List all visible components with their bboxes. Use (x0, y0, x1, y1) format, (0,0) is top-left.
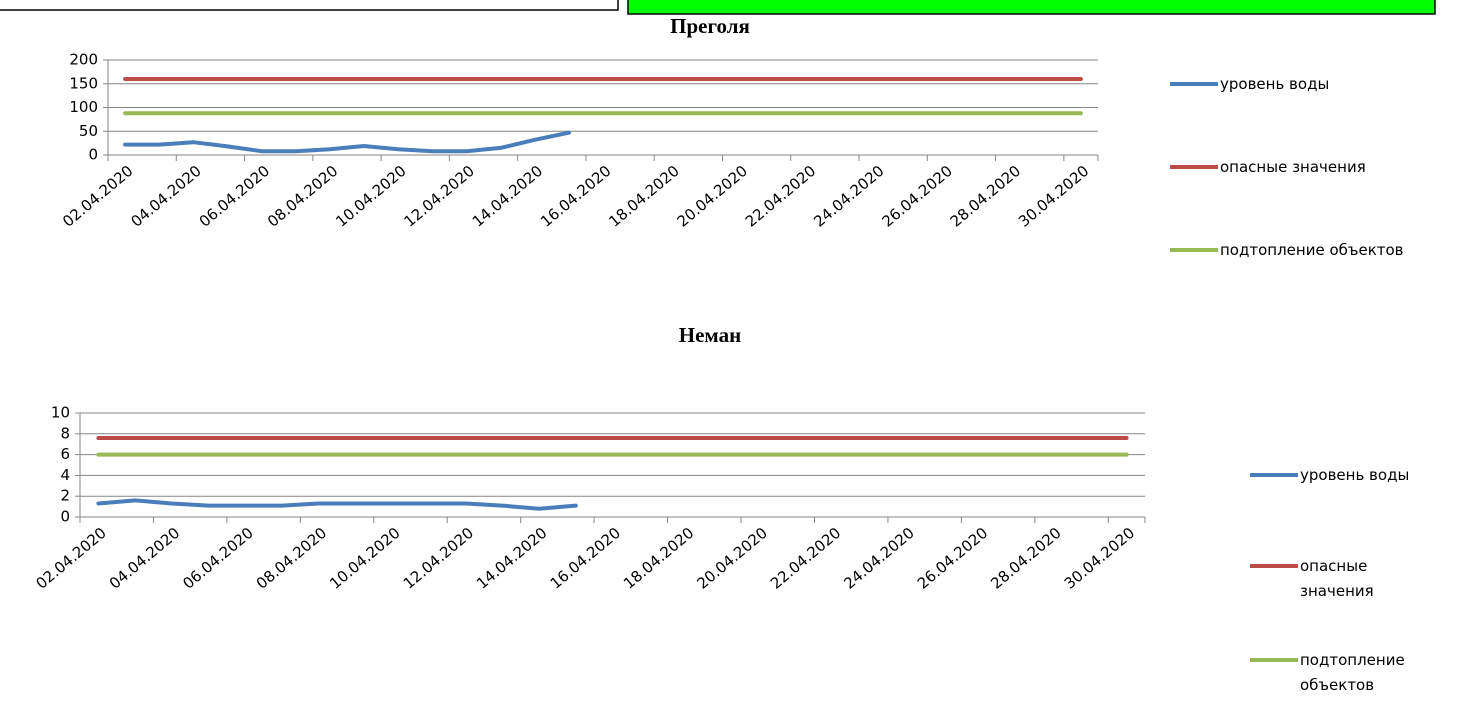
x-tick-label: 28.04.2020 (987, 524, 1064, 593)
x-tick-label: 12.04.2020 (401, 162, 478, 231)
y-tick-label: 100 (69, 98, 98, 116)
x-tick-label: 16.04.2020 (537, 162, 614, 231)
series-line (96, 498, 578, 511)
x-tick-label: 02.04.2020 (32, 524, 109, 593)
x-tick-label: 24.04.2020 (810, 162, 887, 231)
x-tick-label: 20.04.2020 (693, 524, 770, 593)
x-tick-label: 14.04.2020 (469, 162, 546, 231)
x-tick-label: 22.04.2020 (742, 162, 819, 231)
x-tick-label: 08.04.2020 (253, 524, 330, 593)
y-tick-label: 200 (69, 51, 98, 69)
x-tick-label: 10.04.2020 (332, 162, 409, 231)
y-tick-label: 2 (60, 487, 70, 505)
legend-label: подтопление объектов (1220, 241, 1404, 259)
legend-label: уровень воды (1300, 466, 1410, 484)
y-tick-label: 0 (60, 508, 70, 526)
x-tick-label: 04.04.2020 (106, 524, 183, 593)
x-tick-label: 02.04.2020 (59, 162, 136, 231)
series-line (123, 130, 571, 154)
x-tick-label: 20.04.2020 (674, 162, 751, 231)
y-tick-label: 10 (51, 404, 70, 422)
x-tick-label: 14.04.2020 (473, 524, 550, 593)
x-tick-label: 18.04.2020 (620, 524, 697, 593)
x-tick-label: 26.04.2020 (914, 524, 991, 593)
x-tick-label: 10.04.2020 (326, 524, 403, 593)
x-tick-label: 08.04.2020 (264, 162, 341, 231)
x-tick-label: 28.04.2020 (947, 162, 1024, 231)
x-tick-label: 16.04.2020 (547, 524, 624, 593)
x-tick-label: 06.04.2020 (196, 162, 273, 231)
legend-label: опасные значения (1220, 158, 1366, 176)
header-highlight (627, 0, 1436, 15)
chart-title: Неман (679, 323, 741, 347)
y-tick-label: 150 (69, 74, 98, 92)
x-tick-label: 04.04.2020 (127, 162, 204, 231)
y-tick-label: 50 (79, 122, 98, 140)
header-cell (0, 0, 619, 11)
legend-label: уровень воды (1220, 75, 1330, 93)
chart-title: Преголя (670, 14, 750, 38)
x-tick-label: 18.04.2020 (605, 162, 682, 231)
y-tick-label: 6 (60, 445, 70, 463)
x-tick-label: 06.04.2020 (179, 524, 256, 593)
legend-label: подтопление объектов (1300, 651, 1405, 694)
x-tick-label: 12.04.2020 (400, 524, 477, 593)
legend-label: опасные значения (1300, 557, 1374, 600)
y-tick-label: 4 (60, 466, 70, 484)
x-tick-label: 24.04.2020 (840, 524, 917, 593)
x-tick-label: 22.04.2020 (767, 524, 844, 593)
x-tick-label: 30.04.2020 (1061, 524, 1138, 593)
y-tick-label: 8 (60, 424, 70, 442)
y-tick-label: 0 (88, 146, 98, 164)
x-tick-label: 30.04.2020 (1015, 162, 1092, 231)
x-tick-label: 26.04.2020 (878, 162, 955, 231)
